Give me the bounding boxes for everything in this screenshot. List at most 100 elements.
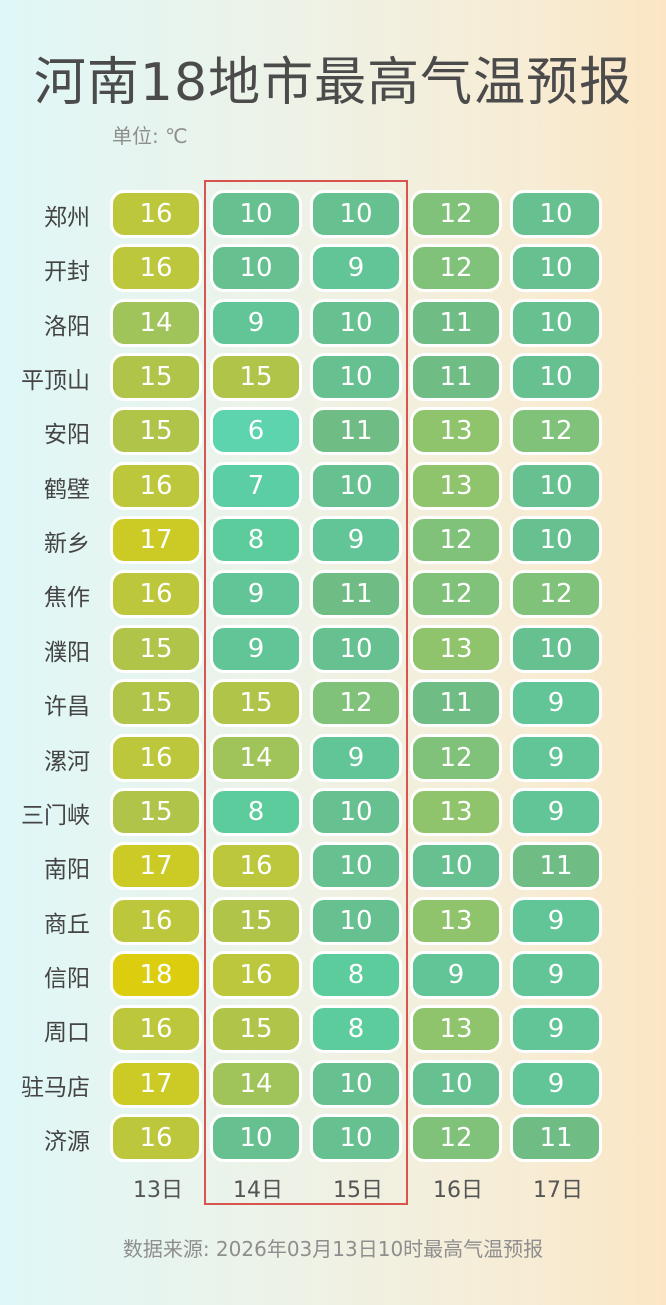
- chart-title: 河南18地市最高气温预报: [33, 53, 633, 113]
- temp-cell: 9: [410, 950, 502, 999]
- temp-cell: 10: [210, 1113, 302, 1162]
- city-label: 济源: [44, 1128, 90, 1155]
- temp-cell: 10: [510, 298, 602, 347]
- temp-cell: 10: [510, 244, 602, 293]
- temp-cell: 10: [210, 244, 302, 293]
- temp-cell: 16: [110, 1005, 202, 1054]
- temp-cell: 15: [210, 353, 302, 402]
- day-label: 13日: [133, 1178, 183, 1203]
- city-label: 洛阳: [44, 313, 90, 340]
- city-label: 漯河: [44, 748, 90, 775]
- temp-cell: 9: [310, 244, 402, 293]
- temp-cell: 8: [310, 1005, 402, 1054]
- temp-cell: 15: [110, 787, 202, 836]
- temp-cell: 17: [110, 516, 202, 565]
- temp-cell: 12: [310, 679, 402, 728]
- temp-cell: 9: [210, 570, 302, 619]
- temp-cell: 11: [510, 1113, 602, 1162]
- highlight-box: [204, 180, 408, 1205]
- day-label: 17日: [533, 1178, 583, 1203]
- temp-cell: 12: [410, 190, 502, 238]
- temp-cell: 9: [510, 787, 602, 836]
- temp-cell: 13: [410, 896, 502, 945]
- temp-cell: 8: [210, 787, 302, 836]
- temp-cell: 7: [210, 461, 302, 510]
- temp-cell: 11: [410, 679, 502, 728]
- temp-cell: 13: [410, 407, 502, 456]
- temp-cell: 10: [310, 353, 402, 402]
- temp-cell: 10: [310, 787, 402, 836]
- temp-cell: 17: [110, 1059, 202, 1108]
- city-label: 平顶山: [21, 368, 90, 395]
- city-label: 开封: [44, 259, 90, 286]
- temp-cell: 9: [310, 733, 402, 782]
- city-label: 商丘: [44, 911, 90, 938]
- temp-cell: 16: [110, 1113, 202, 1162]
- temp-cell: 10: [510, 516, 602, 565]
- day-label: 14日: [233, 1178, 283, 1203]
- city-label: 鹤壁: [44, 476, 90, 503]
- temp-cell: 12: [410, 1113, 502, 1162]
- source-note: 数据来源: 2026年03月13日10时最高气温预报: [122, 1237, 544, 1261]
- temp-cell: 9: [510, 950, 602, 999]
- temp-cell: 16: [210, 950, 302, 999]
- temp-cell: 11: [410, 298, 502, 347]
- temp-cell: 12: [510, 570, 602, 619]
- city-label: 许昌: [44, 694, 90, 721]
- temp-cell: 10: [510, 624, 602, 673]
- city-label: 信阳: [44, 965, 90, 992]
- temp-cell: 16: [110, 461, 202, 510]
- city-label: 濮阳: [44, 639, 90, 666]
- temp-cell: 14: [110, 298, 202, 347]
- temp-cell: 10: [310, 298, 402, 347]
- temp-cell: 12: [410, 516, 502, 565]
- temp-cell: 12: [410, 244, 502, 293]
- temp-cell: 11: [510, 842, 602, 891]
- temp-cell: 10: [210, 190, 302, 238]
- temp-cell: 8: [210, 516, 302, 565]
- city-label: 安阳: [44, 422, 90, 449]
- day-label: 15日: [333, 1178, 383, 1203]
- temp-cell: 11: [310, 570, 402, 619]
- city-label: 周口: [44, 1020, 90, 1047]
- temp-cell: 16: [210, 842, 302, 891]
- day-label: 16日: [433, 1178, 483, 1203]
- temp-cell: 13: [410, 461, 502, 510]
- temp-cell: 9: [310, 516, 402, 565]
- temp-cell: 14: [210, 733, 302, 782]
- temp-cell: 10: [510, 461, 602, 510]
- temp-cell: 10: [510, 190, 602, 238]
- temp-cell: 11: [310, 407, 402, 456]
- temp-cell: 10: [310, 461, 402, 510]
- temp-cell: 9: [210, 624, 302, 673]
- temp-cell: 12: [510, 407, 602, 456]
- unit-label: 单位: ℃: [112, 124, 188, 148]
- temp-cell: 16: [110, 570, 202, 619]
- temp-cell: 10: [310, 1113, 402, 1162]
- temp-cell: 8: [310, 950, 402, 999]
- city-label: 南阳: [44, 857, 90, 884]
- temp-cell: 9: [510, 896, 602, 945]
- city-label: 三门峡: [21, 802, 90, 829]
- temp-cell: 14: [210, 1059, 302, 1108]
- temp-cell: 13: [410, 624, 502, 673]
- temp-cell: 9: [210, 298, 302, 347]
- temp-cell: 10: [510, 353, 602, 402]
- city-label: 新乡: [44, 531, 90, 558]
- temp-cell: 17: [110, 842, 202, 891]
- temp-cell: 10: [310, 842, 402, 891]
- temp-cell: 10: [310, 1059, 402, 1108]
- temp-cell: 15: [110, 624, 202, 673]
- temp-cell: 15: [210, 896, 302, 945]
- temp-cell: 13: [410, 787, 502, 836]
- temp-cell: 10: [410, 1059, 502, 1108]
- temp-cell: 12: [410, 733, 502, 782]
- temp-cell: 10: [310, 190, 402, 238]
- temp-cell: 11: [410, 353, 502, 402]
- temp-cell: 15: [210, 1005, 302, 1054]
- city-label: 驻马店: [21, 1074, 90, 1101]
- city-label: 郑州: [44, 205, 90, 231]
- temp-cell: 12: [410, 570, 502, 619]
- temp-cell: 16: [110, 190, 202, 238]
- temp-cell: 9: [510, 1005, 602, 1054]
